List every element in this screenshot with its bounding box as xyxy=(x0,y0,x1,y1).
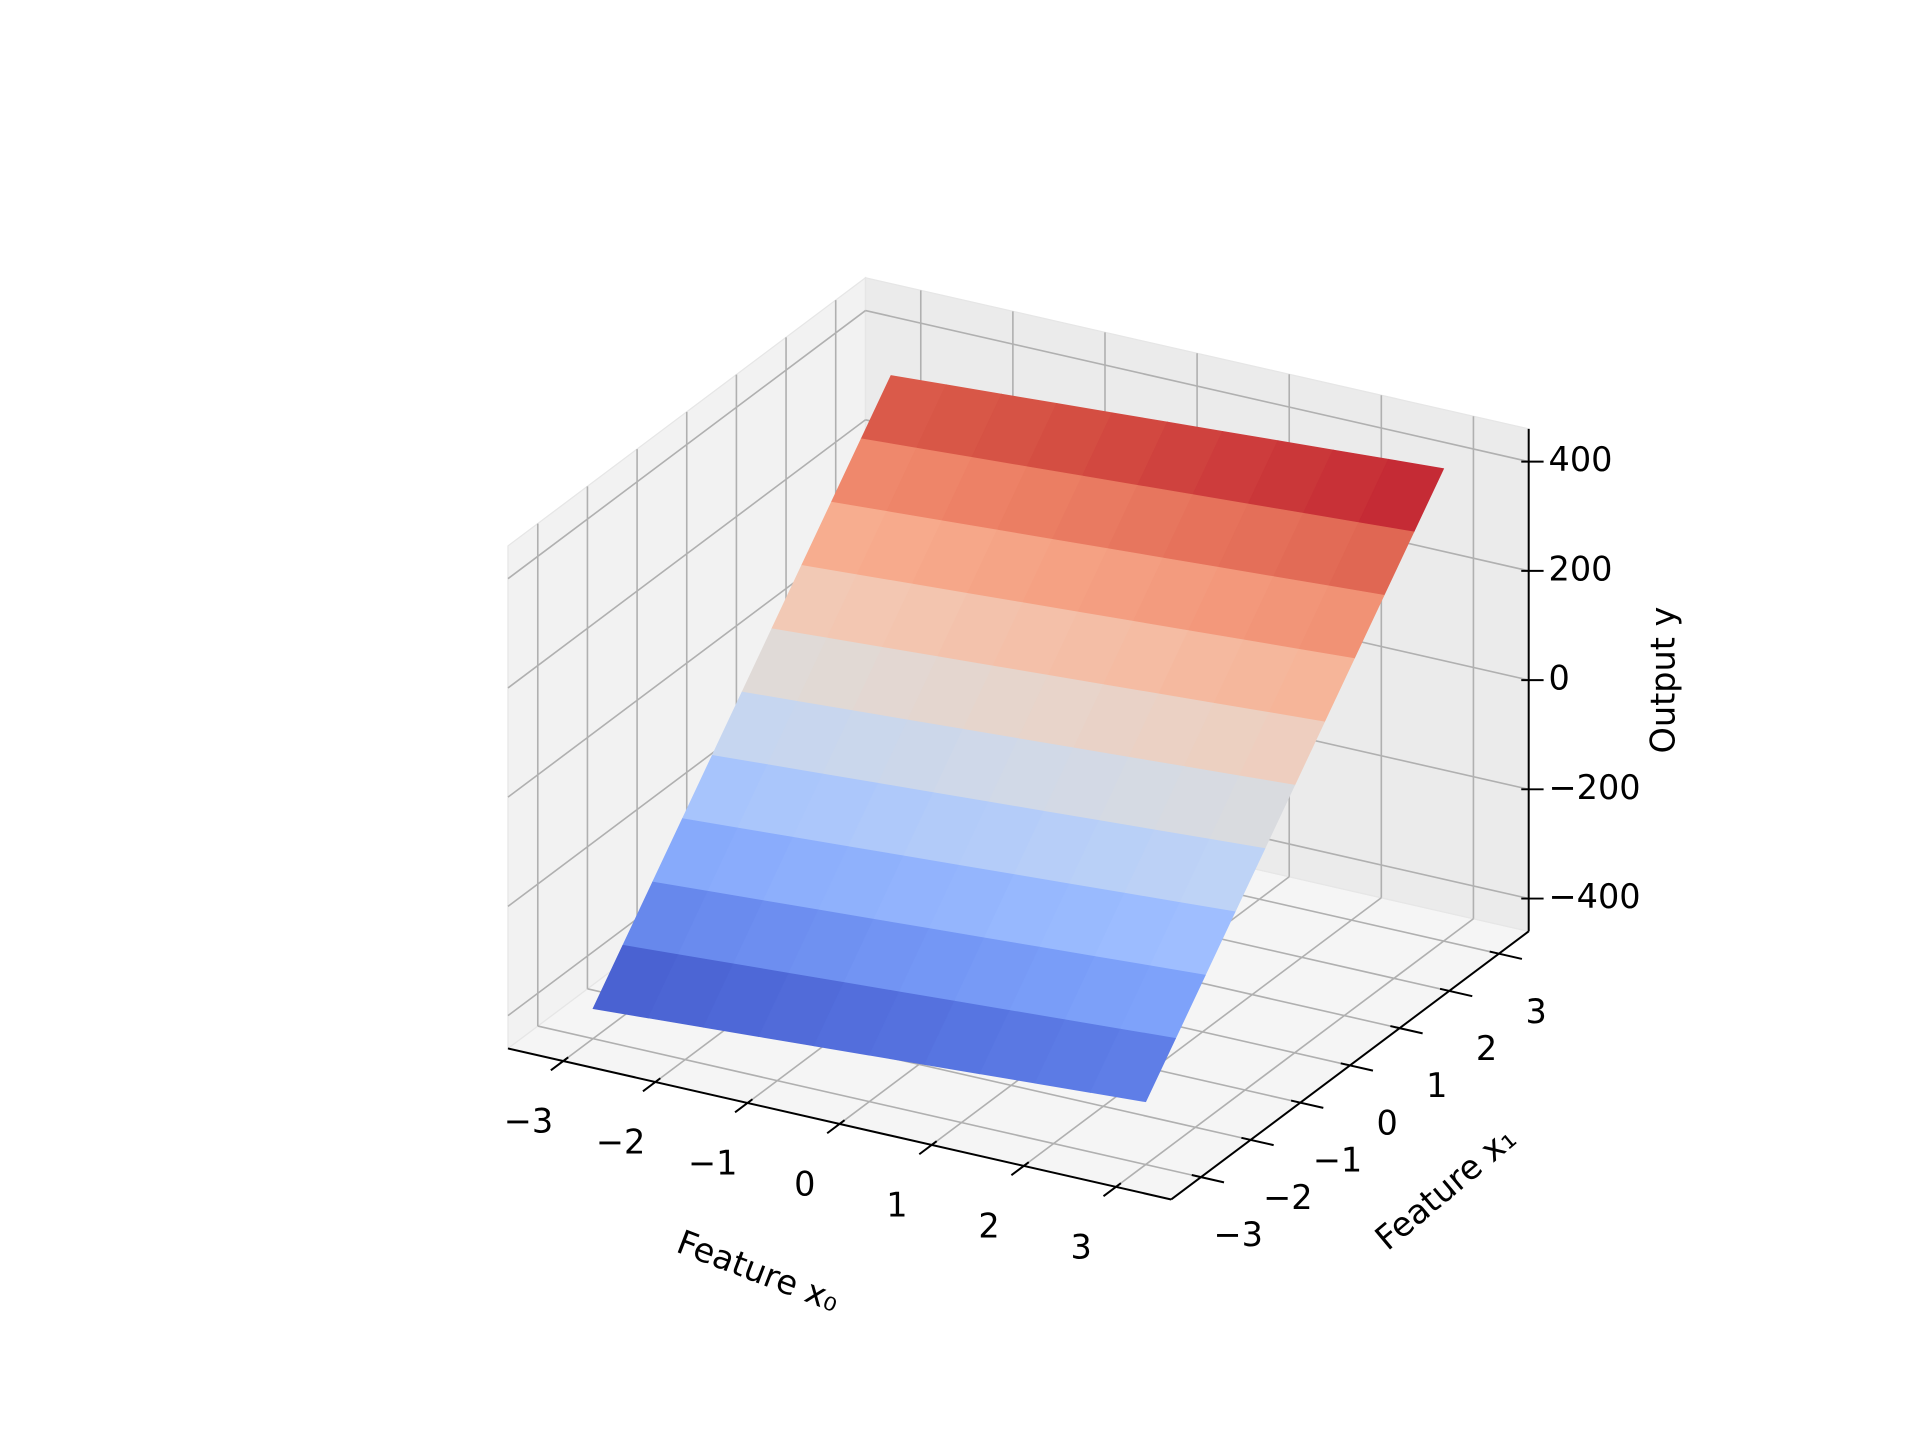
x-tick-label: 3 xyxy=(1070,1227,1091,1266)
y-tick-label: −1 xyxy=(1313,1141,1362,1180)
tick-mark xyxy=(1390,1025,1423,1035)
tick-mark xyxy=(1102,1182,1122,1197)
tick-mark xyxy=(1241,1136,1274,1147)
grid-line xyxy=(507,309,866,580)
y-tick-label: 1 xyxy=(1426,1066,1447,1105)
x-tick-label: −3 xyxy=(504,1102,553,1141)
tick-mark xyxy=(1290,1099,1324,1109)
x-tick-label: −2 xyxy=(596,1123,645,1162)
tick-mark xyxy=(826,1119,846,1135)
z-tick-label: 400 xyxy=(1549,440,1613,479)
x-tick-label: 2 xyxy=(978,1206,999,1245)
grid-line xyxy=(865,309,1529,463)
grid-line xyxy=(507,419,866,689)
x-tick-label: 1 xyxy=(886,1185,907,1224)
grid-line xyxy=(537,1025,1202,1178)
tick-mark xyxy=(918,1140,938,1156)
tick-mark xyxy=(550,1056,569,1072)
x-tick-label: −1 xyxy=(688,1144,737,1183)
tick-mark xyxy=(1489,950,1523,960)
tick-mark xyxy=(1340,1062,1374,1072)
surface-cell xyxy=(1089,1028,1177,1103)
z-tick-label: 200 xyxy=(1549,549,1613,588)
y-tick-label: 3 xyxy=(1525,992,1546,1031)
z-tick-label: −400 xyxy=(1549,877,1641,916)
x-tick-label: 0 xyxy=(794,1165,815,1204)
y-tick-label: 0 xyxy=(1377,1103,1398,1142)
tick-mark xyxy=(642,1077,661,1093)
tick-mark xyxy=(734,1098,754,1114)
tick-mark xyxy=(1191,1174,1225,1184)
y-tick-label: 2 xyxy=(1476,1029,1497,1068)
y-tick-label: −3 xyxy=(1214,1215,1263,1254)
tick-mark xyxy=(1010,1161,1030,1177)
z-axis-label: Output y xyxy=(1644,607,1683,754)
tick-mark xyxy=(1439,987,1473,998)
z-tick-label: 0 xyxy=(1549,659,1570,698)
z-tick-label: −200 xyxy=(1549,768,1641,807)
y-tick-label: −2 xyxy=(1263,1178,1312,1217)
